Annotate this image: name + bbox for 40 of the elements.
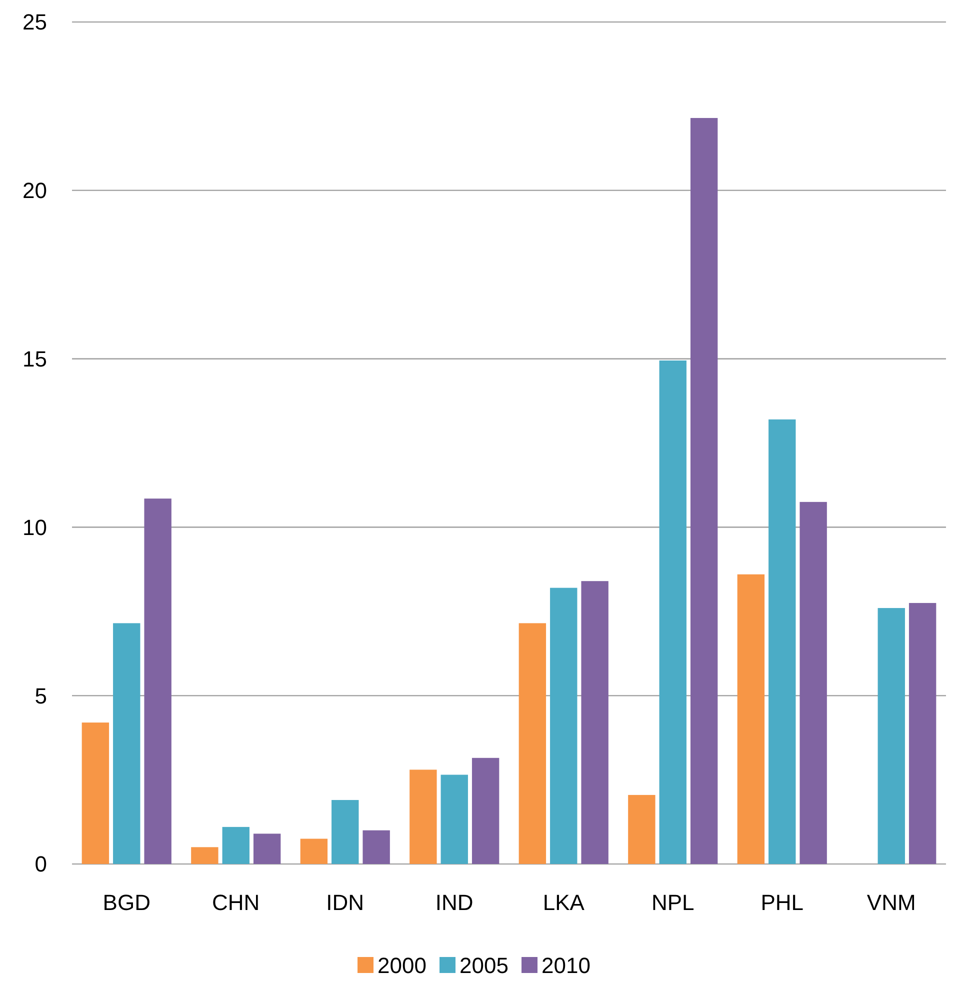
y-tick-label: 0	[34, 852, 47, 877]
x-tick-label: NPL	[651, 890, 694, 915]
bar	[908, 602, 936, 864]
x-tick-label: LKA	[542, 890, 585, 915]
bar	[737, 574, 765, 864]
y-tick-label: 25	[22, 10, 47, 35]
bar	[518, 623, 546, 864]
bar	[82, 722, 110, 864]
bar	[362, 830, 390, 864]
bar	[472, 758, 500, 864]
y-tick-label: 10	[22, 514, 47, 540]
bar	[253, 834, 281, 864]
x-tick-label: CHN	[212, 890, 260, 915]
y-tick-label: 20	[22, 178, 47, 204]
bar	[628, 794, 656, 864]
x-tick-label: VNM	[866, 890, 916, 915]
bar	[550, 588, 578, 864]
legend-label: 2005	[460, 953, 508, 978]
x-tick-label: IDN	[326, 890, 364, 915]
bar	[222, 826, 250, 864]
bar	[690, 118, 718, 864]
legend-label: 2010	[542, 953, 590, 978]
bar	[144, 498, 172, 864]
bar	[300, 838, 328, 864]
bar	[659, 360, 686, 864]
bar	[878, 608, 905, 864]
bar	[581, 581, 608, 864]
bar	[800, 502, 827, 864]
bar	[768, 419, 796, 864]
bar	[410, 770, 437, 864]
bar	[113, 623, 140, 864]
legend-label: 2000	[378, 953, 426, 978]
x-tick-label: IND	[435, 890, 474, 915]
bar	[191, 847, 218, 864]
x-tick-label: PHL	[760, 890, 804, 915]
y-tick-label: 15	[22, 346, 47, 372]
y-tick-label: 5	[34, 683, 47, 708]
bar	[332, 800, 359, 864]
x-tick-label: BGD	[102, 890, 150, 915]
bar	[440, 774, 468, 864]
